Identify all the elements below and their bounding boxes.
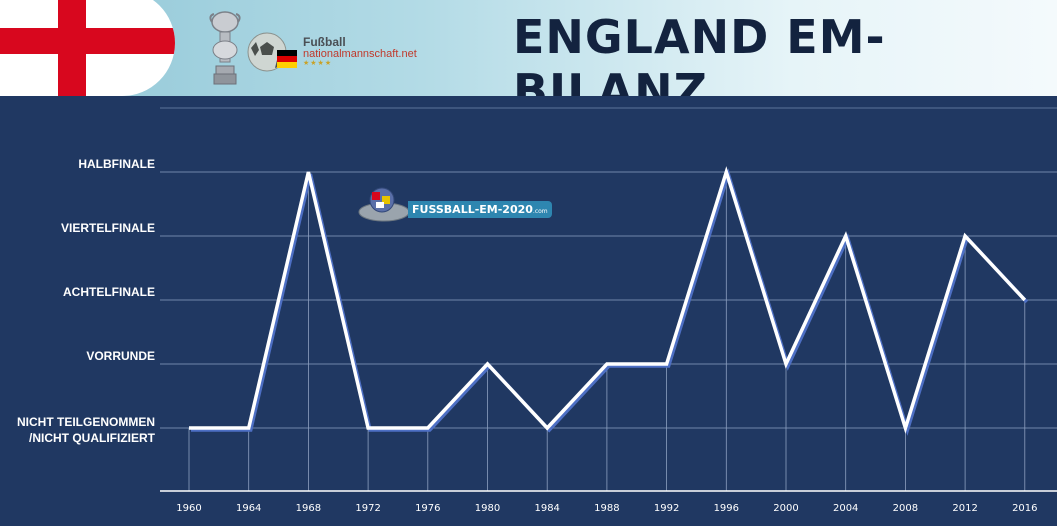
x-tick-label-2012: 2012: [952, 503, 977, 514]
y-tick-label-2: ACHTELFINALE: [63, 285, 155, 299]
x-tick-label-1996: 1996: [714, 503, 739, 514]
x-tick-label-1980: 1980: [475, 503, 500, 514]
x-tick-label-1972: 1972: [355, 503, 380, 514]
y-tick-label-4: HALBFINALE: [78, 157, 155, 171]
x-tick-label-2008: 2008: [893, 503, 918, 514]
watermark-text: FUSSBALL-EM-2020: [412, 203, 533, 216]
y-tick-label-0-1: /NICHT QUALIFIZIERT: [29, 431, 156, 445]
y-tick-label-0-0: NICHT TEILGENOMMEN: [17, 415, 155, 429]
x-tick-label-1964: 1964: [236, 503, 261, 514]
x-tick-label-2000: 2000: [773, 503, 798, 514]
x-tick-label-1968: 1968: [296, 503, 321, 514]
page-title: ENGLAND EM-BILANZ: [513, 10, 886, 96]
header-banner: Fußball nationalmannschaft.net ★★★★ ENGL…: [0, 0, 1057, 96]
x-tick-label-1984: 1984: [534, 503, 559, 514]
site-name-line2: nationalmannschaft.net: [303, 47, 417, 60]
watermark-suffix: .com: [532, 208, 548, 215]
x-tick-label-2004: 2004: [833, 503, 858, 514]
y-tick-label-3: VIERTELFINALE: [61, 221, 155, 235]
line-chart: 1960 1964 1968 1972 1976 1980 1984 1988 1992 1996…: [17, 107, 1057, 514]
site-logo-text: Fußball nationalmannschaft.net ★★★★: [303, 36, 417, 67]
site-rating-stars: ★★★★: [303, 60, 333, 68]
watermark-globe-icon: [358, 187, 410, 222]
trophy-icon: [209, 11, 241, 85]
england-flag-icon: [0, 0, 175, 96]
x-tick-label-1992: 1992: [654, 503, 679, 514]
site-name-line1: Fußball: [303, 35, 346, 49]
watermark-label: FUSSBALL-EM-2020.com: [408, 201, 552, 218]
x-tick-label-1988: 1988: [594, 503, 619, 514]
y-tick-label-1: VORRUNDE: [86, 349, 155, 363]
x-tick-label-1960: 1960: [176, 503, 201, 514]
football-logo-icon: [247, 32, 297, 72]
x-tick-label-2016: 2016: [1012, 503, 1037, 514]
x-tick-label-1976: 1976: [415, 503, 440, 514]
